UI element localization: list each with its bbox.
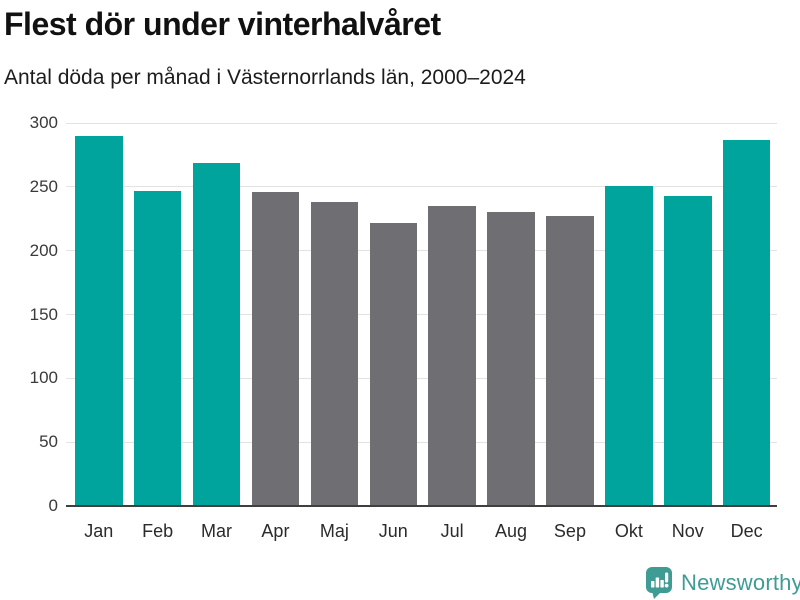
gridline-y-300 — [66, 122, 777, 124]
bar-mar — [192, 162, 241, 506]
x-tick-label-jun: Jun — [378, 521, 408, 541]
bar-sep — [546, 216, 594, 506]
x-tick-label-nov: Nov — [671, 521, 704, 541]
x-tick-label-apr: Apr — [261, 521, 290, 541]
y-tick-label-100: 100 — [29, 368, 58, 388]
bar-jul — [428, 205, 476, 506]
x-axis-line — [66, 505, 777, 507]
x-tick-label-maj: Maj — [319, 521, 349, 541]
x-tick-label-jan: Jan — [84, 521, 114, 541]
bar-feb — [133, 190, 182, 506]
x-tick-label-aug: Aug — [495, 521, 528, 541]
bar-nov — [664, 195, 712, 506]
y-tick-label-200: 200 — [29, 240, 58, 260]
bar-okt — [605, 185, 653, 506]
brand-name: Newsworthy — [681, 569, 800, 595]
bar-aug — [487, 212, 535, 506]
y-tick-label-250: 250 — [29, 176, 58, 196]
y-tick-label-300: 300 — [29, 113, 58, 132]
x-tick-label-sep: Sep — [553, 521, 586, 541]
gridline-y-250 — [66, 186, 777, 188]
chart-title: Flest dör under vinterhalvåret — [4, 6, 441, 42]
x-tick-label-feb: Feb — [142, 521, 174, 541]
gridline-y-150 — [66, 314, 777, 315]
newsworthy-logo-icon — [645, 566, 673, 599]
x-tick-label-dec: Dec — [730, 521, 763, 541]
y-tick-label-0: 0 — [48, 496, 58, 515]
gridline-y-50 — [66, 441, 777, 443]
y-tick-label-150: 150 — [29, 304, 58, 324]
bar-apr — [251, 191, 300, 506]
x-tick-label-mar: Mar — [201, 521, 233, 541]
brand-footer: Newsworthy — [645, 566, 800, 599]
y-tick-label-50: 50 — [39, 432, 58, 452]
x-tick-label-okt: Okt — [614, 521, 643, 541]
bar-maj — [310, 202, 359, 506]
chart-subtitle: Antal döda per månad i Västernorrlands l… — [4, 66, 526, 89]
bar-dec — [722, 139, 771, 506]
bar-jun — [369, 222, 417, 506]
bar-jan — [75, 135, 123, 506]
gridline-y-200 — [66, 250, 777, 252]
gridline-y-100 — [66, 377, 777, 379]
x-tick-label-jul: Jul — [440, 521, 464, 541]
